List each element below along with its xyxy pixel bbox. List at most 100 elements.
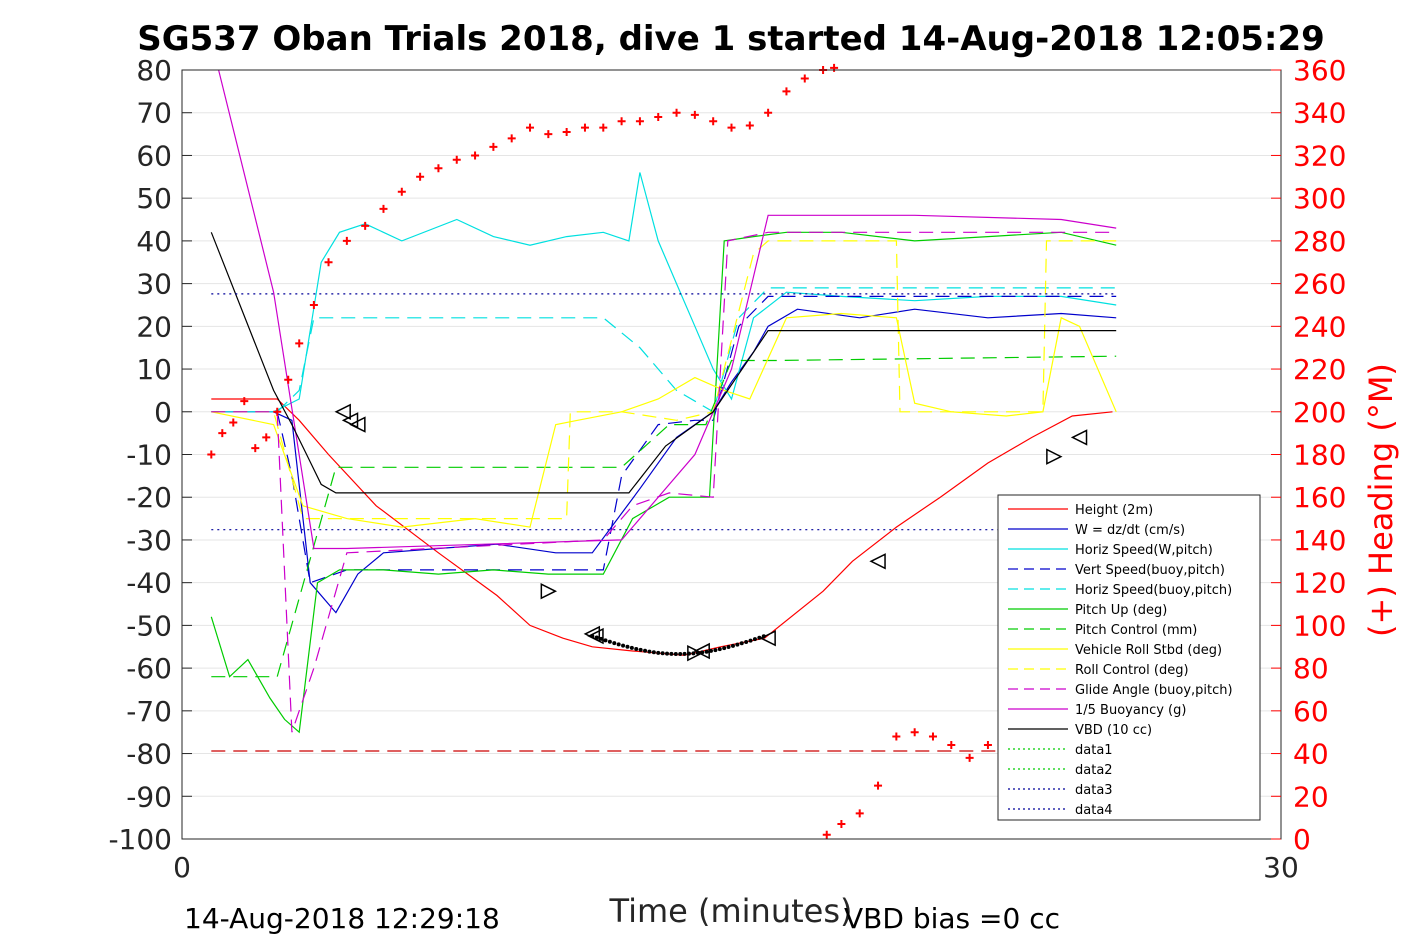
x-ticks: 0 30 [173,829,1299,884]
chart-title: SG537 Oban Trials 2018, dive 1 started 1… [137,19,1325,59]
pump-dot [713,648,718,653]
y-tick-label-left: -10 [126,439,172,472]
y-tick-label-right: 80 [1293,652,1329,685]
event-marker [687,644,704,662]
heading-point [745,121,754,130]
x-tick-label: 0 [173,851,191,884]
legend: Height (2m) W = dz/dt (cm/s) Horiz Speed(W… [997,494,1261,821]
y-tick-label-left: 70 [136,97,172,130]
pump-dot [682,651,687,656]
event-marker [869,553,886,570]
legend-label: Horiz Speed(buoy,pitch) [1075,583,1232,598]
pump-dot [678,652,683,657]
heading-point [965,753,974,762]
pump-dot [612,641,617,646]
y-tick-label-right: 0 [1293,823,1311,856]
y-tick-label-right: 20 [1293,780,1329,813]
heading-point [284,375,293,384]
series-line-vehicle-roll-stbd-deg [211,312,1117,528]
heading-point [928,732,937,741]
y-tick-label-right: 220 [1293,353,1346,386]
heading-point [218,429,227,438]
pump-dot [717,647,722,652]
event-marker [334,403,351,420]
heading-point [782,87,791,96]
heading-point [709,117,718,126]
heading-point [947,741,956,750]
y-tick-label-left: -100 [108,823,172,856]
heading-point [251,444,260,453]
y-tick-label-right: 280 [1293,225,1346,258]
y-ticks-right: 3603403203002802602402202001801601401201… [1271,54,1346,856]
heading-point [240,397,249,406]
pump-dot [660,651,665,656]
pump-dot [643,648,648,653]
pump-dot [726,645,731,650]
y-tick-label-right: 200 [1293,396,1346,429]
pump-dot [704,649,709,654]
heading-point [800,74,809,83]
series-line-horiz-speed-w-pitch [211,172,1117,413]
pump-dot [607,639,612,644]
legend-label: W = dz/dt (cm/s) [1075,523,1185,538]
y-tick-label-left: -80 [126,738,172,771]
legend-label: Pitch Up (deg) [1075,603,1167,618]
heading-point [910,728,919,737]
y-tick-label-left: -20 [126,481,172,514]
legend-label: data4 [1075,803,1113,818]
y-tick-label-right: 160 [1293,481,1346,514]
heading-point [361,221,370,230]
heading-point [295,339,304,348]
heading-point [397,187,406,196]
pump-dot [599,636,604,641]
y-tick-label-left: 80 [136,54,172,87]
series-line-1-5-buoyancy-g [218,69,1117,550]
heading-point [489,142,498,151]
event-marker [759,629,776,647]
heading-point [855,809,864,818]
pump-dot [625,644,630,649]
legend-label: data3 [1075,783,1113,798]
y-tick-label-left: 60 [136,139,172,172]
heading-point [727,123,736,132]
y-tick-label-left: -90 [126,780,172,813]
heading-point [635,117,644,126]
heading-point [309,300,318,309]
pump-dot [735,642,740,647]
heading-point [599,123,608,132]
y-tick-label-left: -70 [126,695,172,728]
series-line-horiz-speed-buoy-pitch [211,287,1117,413]
pump-dot [748,638,753,643]
heading-point [580,123,589,132]
heading-point [471,151,480,160]
pump-dot [629,645,634,650]
heading-point [690,110,699,119]
event-marker [540,582,558,600]
event-marker [349,416,366,433]
pump-dot [691,651,696,656]
y-tick-label-left: -60 [126,652,172,685]
y-tick-label-left: -50 [126,609,172,642]
heading-point [562,127,571,136]
x-axis-label: Time (minutes) [609,892,853,930]
y-tick-label-right: 360 [1293,54,1346,87]
heading-point [764,108,773,117]
legend-label: 1/5 Buoyancy (g) [1075,703,1186,718]
pump-dot [752,637,757,642]
heading-point [452,155,461,164]
footer-timestamp: 14-Aug-2018 12:29:18 [184,902,500,935]
heading-point [544,130,553,139]
y-tick-label-right: 260 [1293,268,1346,301]
y-tick-label-left: 50 [136,182,172,215]
y-tick-label-right: 140 [1293,524,1346,557]
event-marker [341,412,359,429]
y-tick-label-right: 340 [1293,97,1346,130]
pump-dot [722,646,727,651]
legend-label: data1 [1075,743,1113,758]
pump-dot [638,647,643,652]
heading-point [324,258,333,267]
heading-point [874,781,883,790]
legend-label: Horiz Speed(W,pitch) [1075,543,1213,558]
heading-point [617,117,626,126]
